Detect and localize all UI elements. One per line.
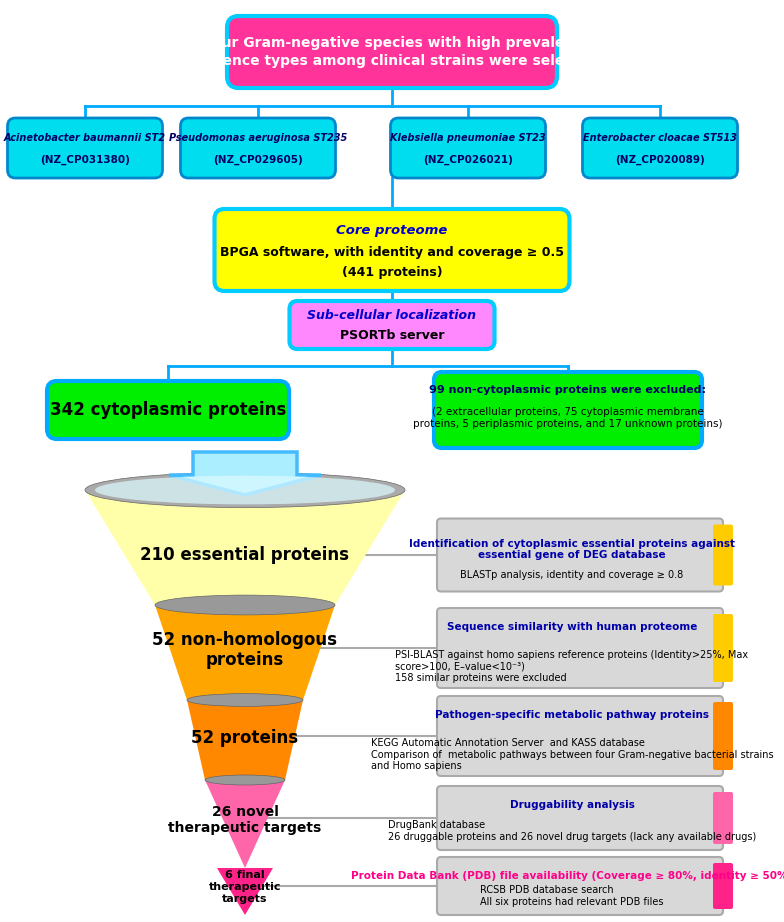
Text: 210 essential proteins: 210 essential proteins [140, 546, 350, 564]
Text: Protein Data Bank (PDB) file availability (Coverage ≥ 80%, identity ≥ 50%): Protein Data Bank (PDB) file availabilit… [351, 871, 784, 881]
Polygon shape [217, 868, 273, 915]
Text: Acinetobacter baumannii ST2: Acinetobacter baumannii ST2 [4, 133, 166, 143]
Text: Pseudomonas aeruginosa ST235: Pseudomonas aeruginosa ST235 [169, 133, 347, 143]
FancyBboxPatch shape [289, 301, 495, 349]
Text: 99 non-cytoplasmic proteins were excluded:: 99 non-cytoplasmic proteins were exclude… [430, 385, 706, 395]
Text: PSI-BLAST against homo sapiens reference proteins (Identity>25%, Max
score>100, : PSI-BLAST against homo sapiens reference… [395, 650, 749, 683]
Ellipse shape [155, 595, 335, 615]
Text: Druggability analysis: Druggability analysis [510, 800, 634, 810]
Text: Identification of cytoplasmic essential proteins against
essential gene of DEG d: Identification of cytoplasmic essential … [409, 538, 735, 560]
Polygon shape [85, 490, 405, 605]
FancyBboxPatch shape [583, 118, 738, 178]
Text: Pathogen-specific metabolic pathway proteins: Pathogen-specific metabolic pathway prot… [435, 710, 709, 720]
FancyBboxPatch shape [8, 118, 162, 178]
Text: (2 extracellular proteins, 75 cytoplasmic membrane
proteins, 5 periplasmic prote: (2 extracellular proteins, 75 cytoplasmi… [413, 408, 723, 429]
Ellipse shape [187, 693, 303, 706]
FancyBboxPatch shape [437, 786, 723, 850]
Text: DrugBank database
26 druggable proteins and 26 novel drug targets (lack any avai: DrugBank database 26 druggable proteins … [388, 820, 756, 842]
Ellipse shape [205, 775, 285, 785]
Ellipse shape [85, 472, 405, 508]
Text: Sub-cellular localization: Sub-cellular localization [307, 309, 477, 322]
Text: (NZ_CP020089): (NZ_CP020089) [615, 155, 705, 165]
Ellipse shape [95, 476, 395, 504]
Text: 52 proteins: 52 proteins [191, 729, 299, 747]
Text: 26 novel
therapeutic targets: 26 novel therapeutic targets [169, 805, 321, 835]
Text: PSORTb server: PSORTb server [339, 328, 445, 341]
Text: Sequence similarity with human proteome: Sequence similarity with human proteome [447, 622, 697, 632]
FancyBboxPatch shape [437, 696, 723, 776]
Text: Core proteome: Core proteome [336, 223, 448, 237]
Text: 52 non-homologous
proteins: 52 non-homologous proteins [153, 631, 337, 669]
Text: Four Gram-negative species with high prevalent
sequence types among clinical str: Four Gram-negative species with high pre… [185, 36, 599, 68]
Polygon shape [205, 780, 285, 868]
FancyBboxPatch shape [713, 863, 733, 909]
Text: BLASTp analysis, identity and coverage ≥ 0.8: BLASTp analysis, identity and coverage ≥… [460, 570, 684, 580]
FancyBboxPatch shape [437, 857, 723, 915]
FancyBboxPatch shape [215, 209, 569, 291]
Text: 342 cytoplasmic proteins: 342 cytoplasmic proteins [50, 401, 286, 419]
Text: Enterobacter cloacae ST513: Enterobacter cloacae ST513 [583, 133, 737, 143]
Text: KEGG Automatic Annotation Server  and KASS database
Comparison of  metabolic pat: KEGG Automatic Annotation Server and KAS… [371, 738, 773, 771]
Text: (NZ_CP031380): (NZ_CP031380) [40, 155, 130, 165]
FancyBboxPatch shape [713, 702, 733, 770]
Polygon shape [155, 605, 335, 700]
Text: (441 proteins): (441 proteins) [342, 266, 442, 278]
FancyBboxPatch shape [713, 525, 733, 585]
Text: Klebsiella pneumoniae ST23: Klebsiella pneumoniae ST23 [390, 133, 546, 143]
FancyBboxPatch shape [713, 614, 733, 682]
FancyBboxPatch shape [227, 16, 557, 88]
FancyBboxPatch shape [390, 118, 546, 178]
Text: (NZ_CP029605): (NZ_CP029605) [213, 155, 303, 165]
FancyBboxPatch shape [437, 518, 723, 592]
Text: BPGA software, with identity and coverage ≥ 0.5: BPGA software, with identity and coverag… [220, 245, 564, 258]
Text: (NZ_CP026021): (NZ_CP026021) [423, 155, 513, 165]
Text: RCSB PDB database search
All six proteins had relevant PDB files: RCSB PDB database search All six protein… [481, 885, 664, 906]
Text: 6 final
therapeutic
targets: 6 final therapeutic targets [209, 870, 281, 904]
FancyBboxPatch shape [437, 608, 723, 688]
Polygon shape [187, 700, 303, 780]
Polygon shape [169, 452, 321, 495]
FancyBboxPatch shape [713, 792, 733, 844]
FancyBboxPatch shape [180, 118, 336, 178]
FancyBboxPatch shape [434, 372, 702, 448]
FancyBboxPatch shape [47, 381, 289, 439]
